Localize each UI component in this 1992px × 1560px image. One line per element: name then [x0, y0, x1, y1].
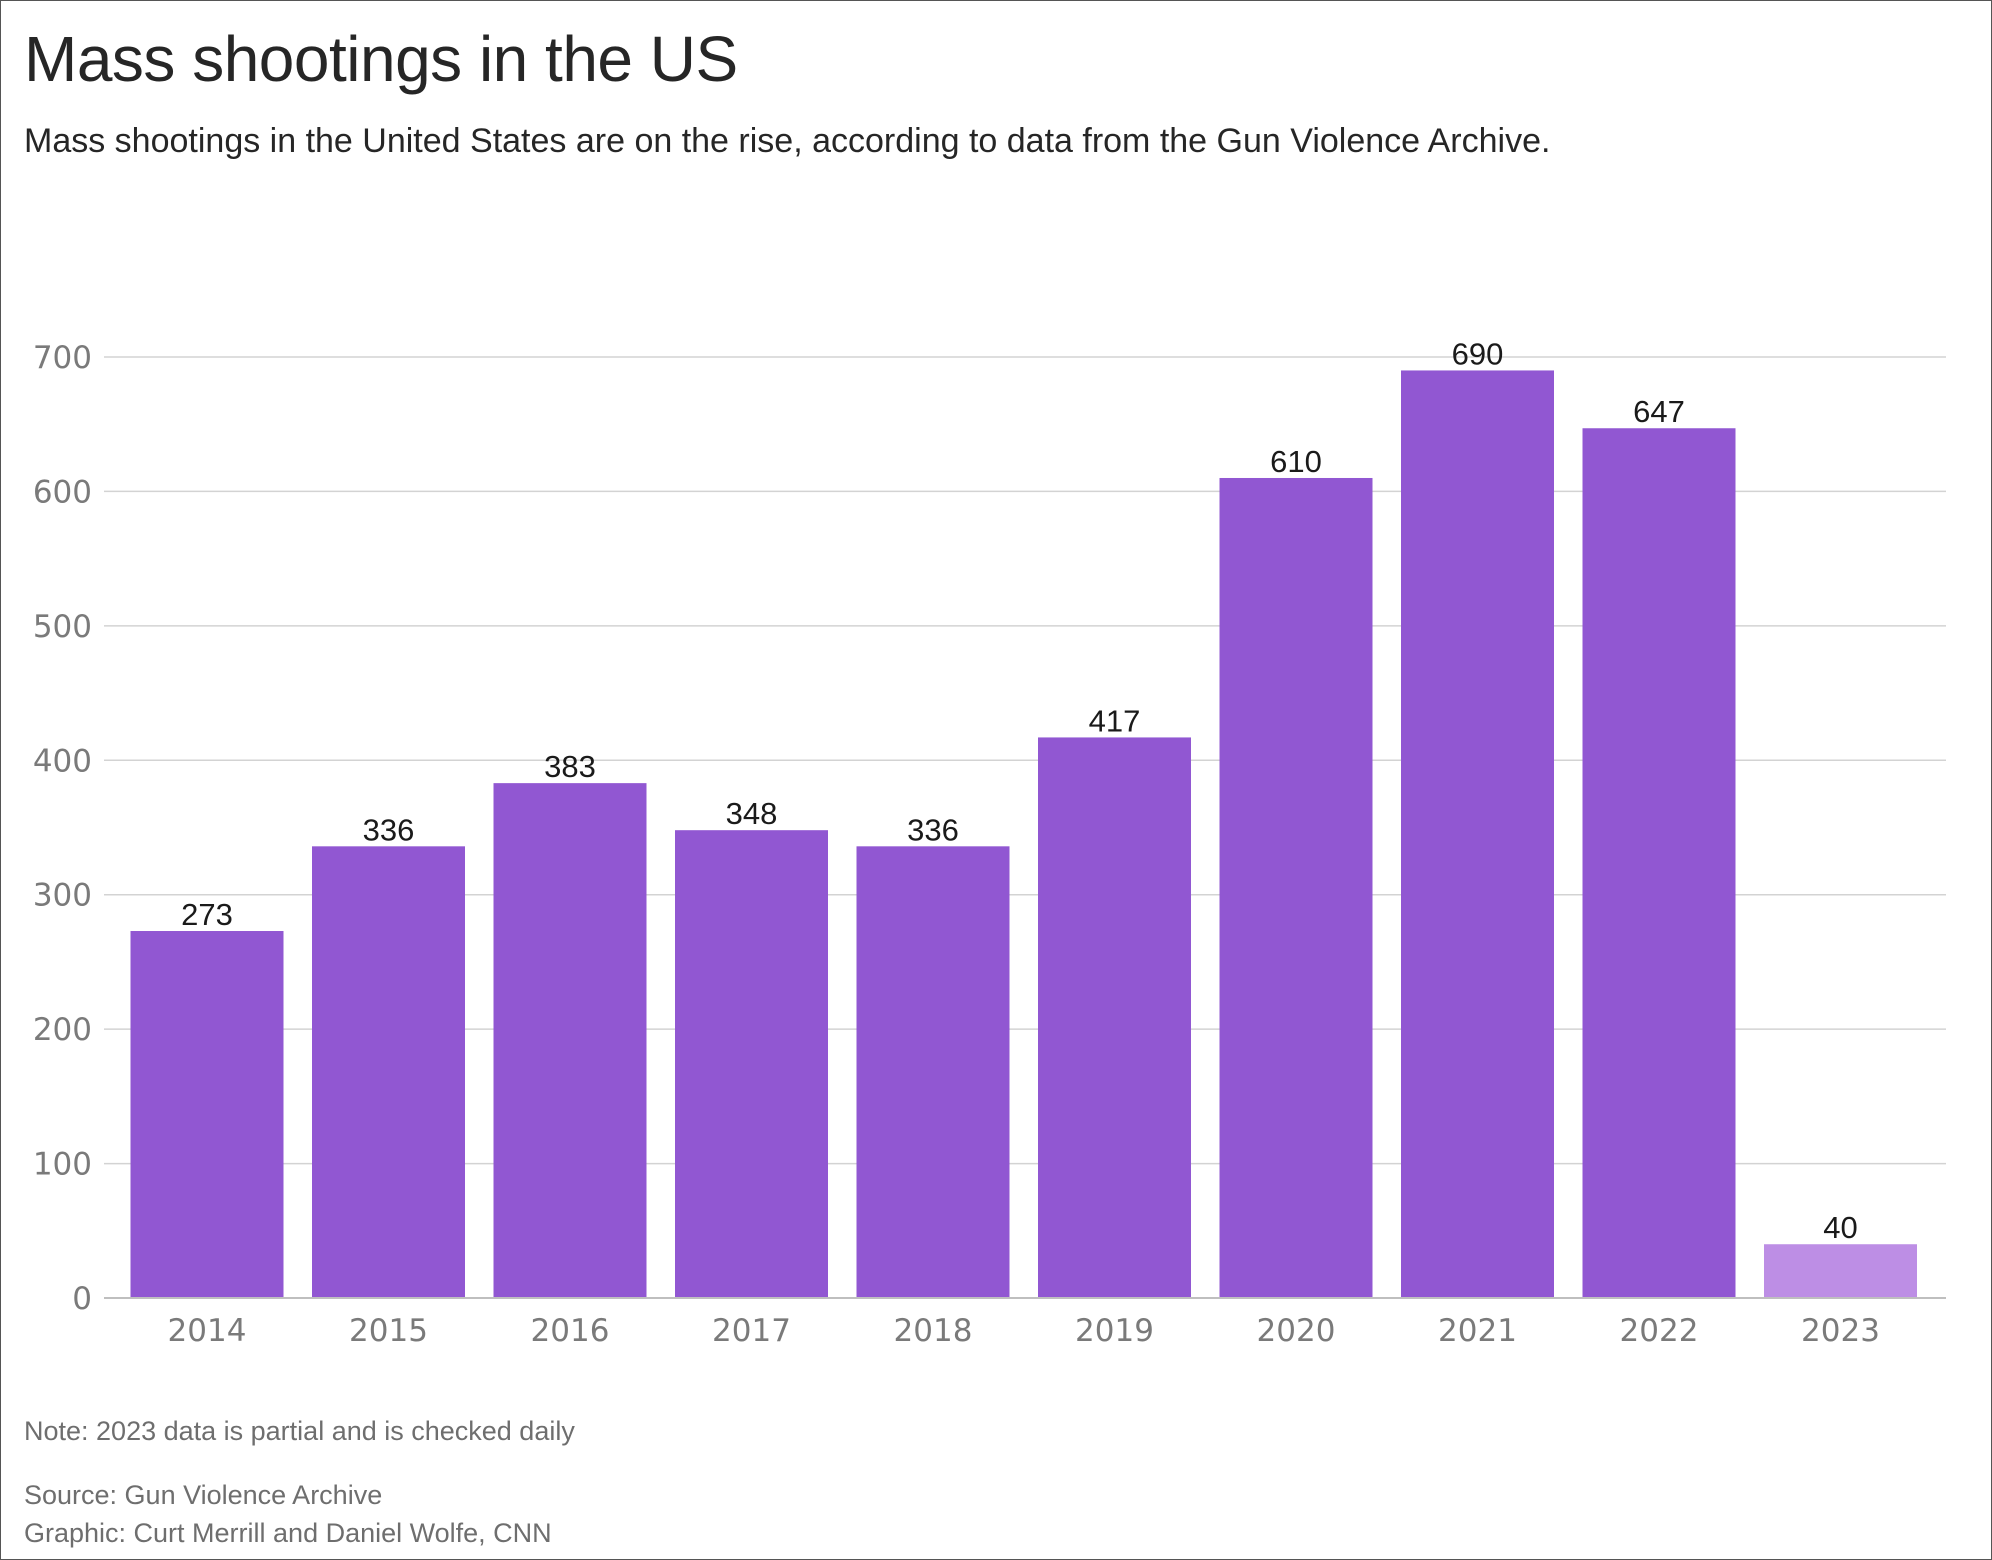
bar-2020 [1219, 477, 1373, 1298]
bar-2017 [675, 830, 828, 1298]
data-label-2015: 336 [363, 812, 415, 847]
x-tick-label-2015: 2015 [349, 1313, 428, 1349]
data-label-2021: 690 [1452, 336, 1504, 371]
x-tick-label-2022: 2022 [1620, 1313, 1699, 1349]
y-tick-label: 0 [72, 1281, 92, 1317]
x-tick-label-2016: 2016 [531, 1313, 610, 1349]
y-tick-label: 200 [33, 1012, 92, 1048]
chart-title: Mass shootings in the US [24, 23, 738, 95]
bar-chart: 0 100 200 300 400 500 600 700 273 2014 336 2015 383 2… [33, 336, 1946, 1349]
bar-2016 [493, 783, 647, 1298]
y-tick-label: 100 [33, 1147, 92, 1183]
bar-2023 [1764, 1244, 1917, 1298]
x-tick-label-2019: 2019 [1075, 1313, 1154, 1349]
x-tick-label-2023: 2023 [1801, 1313, 1880, 1349]
chart-note: Note: 2023 data is partial and is checke… [24, 1416, 575, 1446]
y-tick-label: 700 [33, 340, 92, 376]
bar-2018 [856, 846, 1010, 1298]
data-label-2022: 647 [1633, 394, 1685, 429]
bar-2022 [1582, 428, 1736, 1298]
data-label-2020: 610 [1270, 444, 1322, 479]
data-label-2018: 336 [907, 812, 959, 847]
x-tick-label-2020: 2020 [1257, 1313, 1336, 1349]
x-tick-label-2017: 2017 [712, 1313, 791, 1349]
bar-2019 [1038, 737, 1191, 1298]
x-tick-label-2018: 2018 [894, 1313, 973, 1349]
y-tick-label: 300 [33, 878, 92, 914]
data-label-2017: 348 [726, 796, 778, 831]
y-tick-label: 400 [33, 743, 92, 779]
bar-2015 [312, 846, 465, 1298]
y-tick-label: 600 [33, 474, 92, 510]
y-tick-label: 500 [33, 609, 92, 645]
data-label-2014: 273 [181, 897, 233, 932]
bar-2021 [1401, 370, 1554, 1298]
bar-2014 [130, 931, 284, 1298]
data-label-2019: 417 [1089, 703, 1141, 738]
data-label-2023: 40 [1823, 1210, 1857, 1245]
data-label-2016: 383 [544, 749, 596, 784]
chart-source: Source: Gun Violence Archive [24, 1480, 383, 1510]
chart-subtitle: Mass shootings in the United States are … [24, 122, 1551, 160]
x-tick-label-2014: 2014 [168, 1313, 247, 1349]
x-tick-label-2021: 2021 [1438, 1313, 1517, 1349]
chart-credit: Graphic: Curt Merrill and Daniel Wolfe, … [24, 1518, 552, 1548]
